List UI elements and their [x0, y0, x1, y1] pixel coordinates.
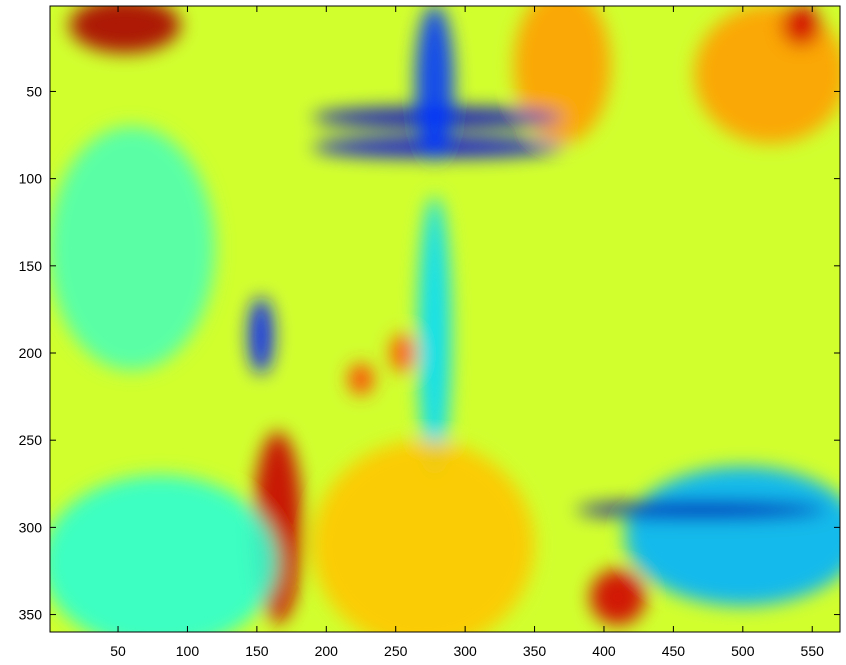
heatmap-region-dark-blue-diagonal: [576, 501, 827, 519]
x-tick-label: 550: [801, 643, 825, 659]
y-tick-label: 250: [19, 432, 43, 448]
x-tick-label: 250: [384, 643, 408, 659]
heatmap-region-orange-top-mid: [513, 6, 611, 144]
heatmap-region-blue-spot-mid: [248, 297, 274, 374]
heatmap-region-orange-top-right: [694, 6, 840, 144]
x-axis: 50 100 150 200 250 300 350 400 450 500 550: [110, 6, 824, 659]
plot-area: [49, 5, 841, 633]
x-tick-label: 150: [245, 643, 269, 659]
x-tick-label: 200: [315, 643, 339, 659]
y-tick-label: 350: [19, 607, 43, 623]
x-tick-label: 400: [592, 643, 616, 659]
y-tick-label: 300: [19, 519, 43, 535]
y-tick-label: 150: [19, 258, 43, 274]
y-tick-label: 200: [19, 345, 43, 361]
heatmap-region-cyan-left-band: [50, 126, 216, 371]
y-tick-label: 100: [19, 171, 43, 187]
x-tick-label: 50: [110, 643, 126, 659]
heatmap-region-cyan-column: [417, 196, 452, 476]
x-tick-label: 100: [176, 643, 200, 659]
x-tick-label: 500: [731, 643, 755, 659]
heatmap-region-blue-column: [415, 6, 455, 162]
heatmap-region-orange-spot: [348, 363, 374, 395]
heatmap-region-red-streaks-bottom: [590, 569, 646, 626]
heatmap-region-yellow-bottom-mid: [312, 440, 535, 632]
heatmap-region-red-corner-top-left: [69, 6, 181, 54]
heatmap-features: [50, 6, 840, 632]
heatmap-region-blue-region-bottom-right: [624, 466, 840, 606]
x-tick-label: 350: [523, 643, 547, 659]
heatmap-region-orange-spot-2: [390, 333, 416, 373]
y-tick-label: 50: [26, 83, 42, 99]
heatmap-region-cyan-bottom-left: [50, 475, 278, 632]
x-tick-label: 450: [662, 643, 686, 659]
x-tick-label: 300: [453, 643, 477, 659]
y-axis: 50 100 150 200 250 300 350: [19, 83, 840, 623]
heatmap-region-red-top-right: [781, 6, 821, 47]
plot-frame: [49, 5, 841, 633]
